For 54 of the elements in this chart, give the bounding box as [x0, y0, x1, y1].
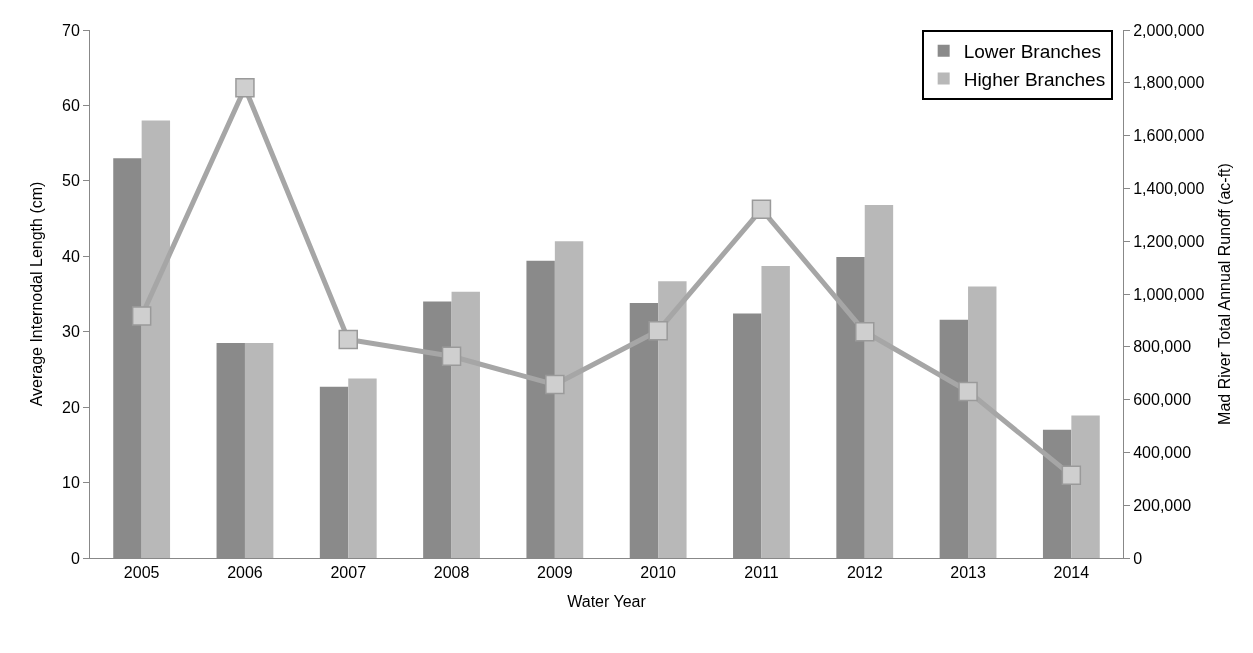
bar — [658, 281, 687, 558]
y-tick-label: 60 — [62, 97, 80, 115]
y2-tick-label: 1,000,000 — [1133, 285, 1205, 303]
y2-tick-label: 1,400,000 — [1133, 180, 1205, 197]
bar — [451, 291, 480, 558]
x-axis-title: Water Year — [567, 592, 647, 610]
legend-label: Higher Branches — [963, 68, 1106, 90]
bar — [244, 343, 274, 558]
x-tick-label: 2006 — [227, 564, 263, 582]
point — [338, 329, 358, 350]
y2-tick-label: 800,000 — [1133, 338, 1192, 356]
y-tick-label: 50 — [62, 172, 80, 190]
x-tick-label: 2013 — [950, 564, 986, 582]
y-tick-label: 10 — [62, 474, 80, 492]
bar — [864, 204, 894, 558]
point — [855, 322, 875, 342]
y2-tick-label: 0 — [1133, 549, 1143, 567]
y-tick-label: 30 — [62, 323, 80, 341]
bar — [348, 378, 377, 558]
y2-tick-label: 200,000 — [1133, 496, 1192, 514]
y2-tick-label: 1,200,000 — [1133, 232, 1205, 250]
y-tick-label: 40 — [62, 247, 80, 265]
bar — [554, 241, 584, 558]
point — [545, 374, 565, 395]
legend-label: Lower Branches — [963, 41, 1101, 63]
y-tick-label: 70 — [62, 21, 80, 39]
y2-axis-title: Mad River Total Annual Runoff (ac-ft) — [1216, 163, 1234, 425]
point — [235, 78, 255, 98]
point — [958, 381, 978, 402]
point — [131, 306, 152, 326]
bar — [968, 286, 997, 558]
x-tick-label: 2008 — [433, 564, 470, 582]
point — [441, 346, 462, 367]
point — [1061, 465, 1082, 486]
x-tick-label: 2010 — [640, 564, 677, 582]
bar — [1071, 415, 1100, 558]
y2-tick-label: 400,000 — [1133, 444, 1192, 461]
point — [648, 320, 668, 341]
y2-tick-label: 2,000,000 — [1133, 21, 1205, 39]
y2-tick-label: 1,800,000 — [1133, 74, 1205, 92]
point — [751, 199, 772, 220]
x-tick-label: 2009 — [537, 564, 573, 582]
y-tick-label: 0 — [70, 549, 80, 567]
x-tick-label: 2014 — [1053, 564, 1090, 582]
x-tick-label: 2007 — [330, 564, 367, 582]
y2-tick-label: 1,600,000 — [1133, 127, 1205, 145]
bar — [761, 266, 790, 558]
y-tick-label: 20 — [62, 398, 80, 416]
y-axis-title: Average Internodal Length (cm) — [27, 181, 45, 407]
x-tick-label: 2005 — [123, 564, 160, 582]
x-tick-label: 2012 — [846, 564, 883, 582]
bar — [141, 120, 171, 558]
x-tick-label: 2011 — [744, 564, 779, 582]
y2-tick-label: 600,000 — [1133, 391, 1192, 409]
